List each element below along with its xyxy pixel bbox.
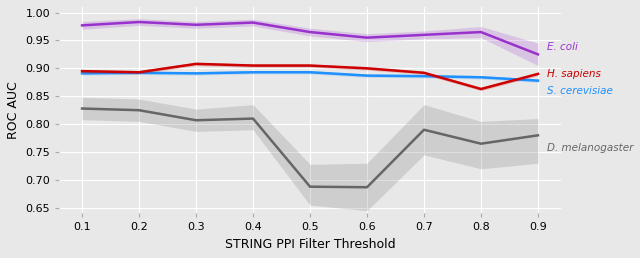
Text: S. cerevisiae: S. cerevisiae <box>547 86 612 96</box>
Text: D. melanogaster: D. melanogaster <box>547 143 633 152</box>
Text: H. sapiens: H. sapiens <box>547 69 600 79</box>
Y-axis label: ROC AUC: ROC AUC <box>7 81 20 139</box>
Text: E. coli: E. coli <box>547 42 577 52</box>
X-axis label: STRING PPI Filter Threshold: STRING PPI Filter Threshold <box>225 238 396 251</box>
